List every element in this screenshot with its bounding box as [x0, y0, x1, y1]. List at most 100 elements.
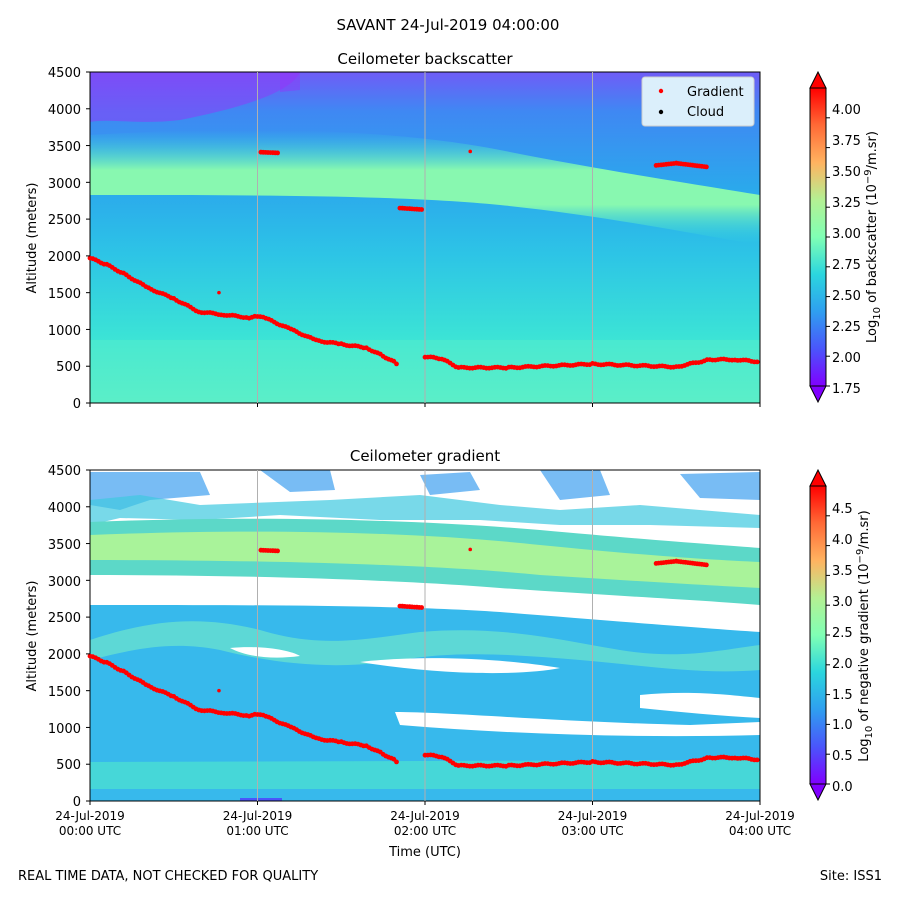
gradient-point [468, 149, 473, 154]
backscatter-y-ticks: 0 500 1000 1500 2000 2500 3000 3500 4000… [48, 66, 81, 412]
colorbar-tick-label: 4.5 [832, 502, 853, 517]
x-tick-labels: 24-Jul-2019 00:00 UTC 24-Jul-2019 01:00 … [55, 809, 795, 838]
backscatter-colorbar-label: Log10 of backscatter (10−9/m.sr) [863, 131, 883, 343]
gradient-point [419, 207, 424, 212]
colorbar-tick-label: 3.75 [832, 134, 861, 149]
y-tick-label: 2500 [48, 611, 81, 626]
colorbar-tick-label: 3.50 [832, 165, 861, 180]
gradient-x-tick-marks [89, 801, 761, 805]
gradient-point [468, 547, 473, 552]
y-tick-label: 1000 [48, 324, 81, 339]
y-tick-label: 3000 [48, 177, 81, 192]
legend-cloud-label: Cloud [687, 105, 724, 120]
gradient-point [275, 150, 280, 156]
legend-gradient-label: Gradient [687, 85, 744, 100]
colorbar-tick-label: 0.5 [832, 749, 853, 764]
colorbar-tick-label: 3.25 [832, 196, 861, 211]
x-tick-label: 24-Jul-2019 [725, 809, 795, 823]
colorbar-tick-label: 2.5 [832, 626, 853, 641]
colorbar-tick-label: 2.0 [832, 657, 853, 672]
y-tick-label: 1000 [48, 722, 81, 737]
gradient-point [275, 548, 280, 554]
gradient-colorbar: 0.0 0.5 1.0 1.5 2.0 2.5 3.0 3.5 4.0 4.5 … [809, 468, 875, 802]
gradient-panel: Ceilometer gradient 0 500 1000 [25, 447, 875, 860]
colorbar-tick-label: 3.00 [832, 227, 861, 242]
gradient-y-ticks: 0 500 1000 1500 2000 2500 3000 3500 4000… [48, 464, 81, 810]
backscatter-title: Ceilometer backscatter [337, 50, 513, 68]
x-tick-label: 24-Jul-2019 [55, 809, 125, 823]
colorbar-tick-label: 4.0 [832, 533, 853, 548]
x-tick-label: 02:00 UTC [394, 824, 456, 838]
footer-site: Site: ISS1 [819, 869, 882, 884]
gradient-gradient-series [87, 547, 760, 769]
gradient-point [704, 164, 709, 170]
y-tick-label: 500 [56, 758, 81, 773]
colorbar-extend-max [809, 468, 827, 487]
x-tick-label: 24-Jul-2019 [223, 809, 293, 823]
gradient-point [754, 359, 760, 365]
y-tick-label: 0 [73, 397, 81, 412]
x-tick-label: 04:00 UTC [729, 824, 791, 838]
backscatter-gradient-series [87, 149, 760, 371]
colorbar-extend-min [809, 385, 827, 404]
backscatter-x-tick-marks [89, 403, 761, 407]
colorbar-scale [809, 485, 827, 785]
legend-gradient-marker [658, 88, 664, 94]
x-tick-label: 24-Jul-2019 [558, 809, 628, 823]
colorbar-tick-label: 2.00 [832, 351, 861, 366]
gradient-title: Ceilometer gradient [350, 447, 500, 465]
gradient-colorbar-label: Log10 of negative gradient (10−9/m.sr) [855, 510, 875, 761]
backscatter-panel: Ceilometer backscatter 0 500 1000 1500 2… [25, 50, 883, 412]
gradient-point [419, 605, 424, 610]
y-tick-label: 4500 [48, 66, 81, 81]
gradient-y-axis-label: Altitude (meters) [25, 581, 40, 692]
backscatter-y-axis-label: Altitude (meters) [25, 183, 40, 294]
y-tick-label: 2500 [48, 213, 81, 228]
x-tick-label: 24-Jul-2019 [390, 809, 460, 823]
colorbar-tick-label: 2.75 [832, 258, 861, 273]
colorbar-tick-label: 0.0 [832, 780, 853, 795]
x-tick-label: 03:00 UTC [561, 824, 623, 838]
figure-suptitle: SAVANT 24-Jul-2019 04:00:00 [337, 16, 560, 34]
backscatter-y-tick-marks [86, 71, 90, 404]
legend-cloud-marker [658, 109, 664, 115]
gradient-clear-pocket [230, 647, 760, 737]
y-tick-label: 4500 [48, 464, 81, 479]
y-tick-label: 4000 [48, 501, 81, 516]
gradient-gridlines [257, 470, 593, 801]
y-tick-label: 500 [56, 360, 81, 375]
colorbar-scale [809, 87, 827, 387]
y-tick-label: 3500 [48, 140, 81, 155]
gradient-clear-pocket [640, 692, 760, 718]
colorbar-tick-label: 1.75 [832, 382, 861, 397]
colorbar-tick-label: 4.00 [832, 103, 861, 118]
gradient-surface-mark [240, 798, 282, 801]
gradient-point [217, 290, 221, 295]
backscatter-noise-region [90, 72, 300, 122]
colorbar-extend-min [809, 783, 827, 802]
y-tick-label: 3000 [48, 575, 81, 590]
gradient-y-tick-marks [86, 469, 90, 802]
gradient-point [394, 361, 399, 367]
x-axis-label: Time (UTC) [388, 845, 461, 860]
gradient-point [217, 688, 221, 693]
backscatter-legend: Gradient Cloud [641, 76, 755, 127]
colorbar-extend-max [809, 70, 827, 89]
gradient-point [704, 562, 709, 568]
y-tick-label: 2000 [48, 250, 81, 265]
y-tick-label: 4000 [48, 103, 81, 118]
backscatter-gridlines [257, 72, 593, 403]
backscatter-colorbar: 1.75 2.00 2.25 2.50 2.75 3.00 3.25 3.50 … [809, 70, 883, 404]
colorbar-tick-label: 2.50 [832, 289, 861, 304]
colorbar-tick-label: 1.0 [832, 718, 853, 733]
colorbar-tick-label: 3.0 [832, 595, 853, 610]
gradient-point [754, 757, 760, 763]
colorbar-tick-label: 1.5 [832, 688, 853, 703]
gradient-point [394, 759, 399, 765]
footer-disclaimer: REAL TIME DATA, NOT CHECKED FOR QUALITY [18, 869, 319, 884]
colorbar-tick-label: 2.25 [832, 320, 861, 335]
y-tick-label: 2000 [48, 648, 81, 663]
legend-box [641, 76, 755, 127]
x-tick-label: 01:00 UTC [226, 824, 288, 838]
